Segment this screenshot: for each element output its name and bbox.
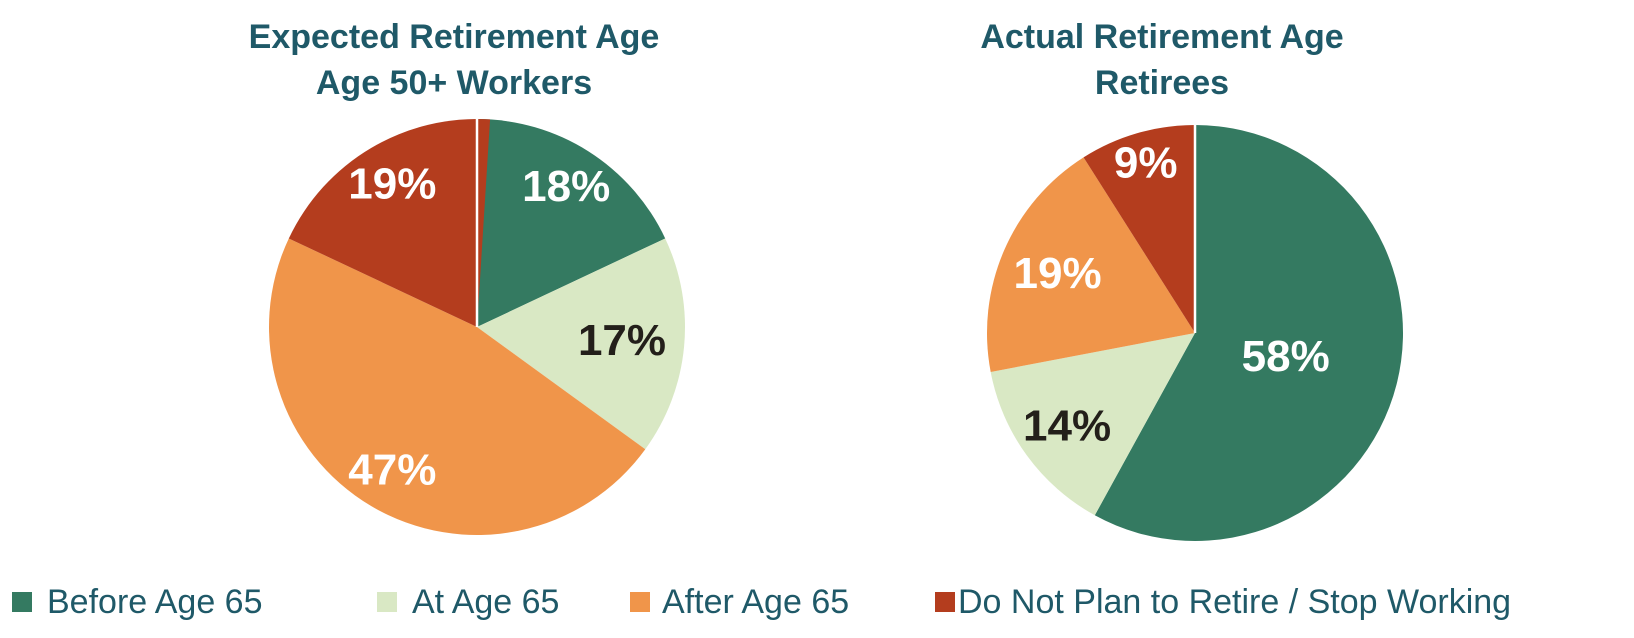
pie-data-label-after-age-65: 19% (1014, 249, 1102, 298)
legend-color-swatch (935, 592, 955, 612)
legend-item-at-age-65: At Age 65 (377, 580, 559, 624)
legend-label: Do Not Plan to Retire / Stop Working (958, 583, 1512, 621)
legend-item-do-not-plan-to-retire-stop-working: Do Not Plan to Retire / Stop Working (935, 580, 1511, 624)
pie-slice-after-age-65 (269, 238, 646, 535)
chart-title-actual: Actual Retirement Age Retirees (882, 14, 1442, 106)
pie-slice-after-age-65 (986, 157, 1195, 372)
pie-slice-at-age-65 (477, 238, 685, 450)
pie-data-label-at-age-65: 14% (1023, 401, 1111, 450)
legend-item-before-age-65: Before Age 65 (12, 580, 263, 624)
legend-label: At Age 65 (412, 583, 560, 621)
pie-slice-do-not-plan-to-retire-stop-working (1083, 125, 1195, 333)
legend-label: After Age 65 (662, 583, 850, 621)
chart-title-line1: Actual Retirement Age (980, 18, 1344, 56)
legend-color-swatch (630, 592, 650, 612)
pie-data-label-at-age-65: 17% (578, 316, 666, 365)
pie-slice-do-not-plan-to-retire-stop-working (288, 118, 491, 327)
pie-data-label-do-not-plan-to-retire-stop-working: 19% (348, 159, 436, 208)
pie-slice-before-age-65 (1094, 125, 1404, 541)
legend-label: Before Age 65 (47, 583, 263, 621)
pie-chart-actual-retirement-age: 58% 14% 19% 9% (986, 125, 1404, 541)
chart-title-line2: Age 50+ Workers (315, 64, 593, 102)
pie-data-label-do-not-plan-to-retire-stop-working: 9% (1114, 139, 1178, 188)
pie-data-label-after-age-65: 47% (348, 446, 436, 495)
chart-title-line1: Expected Retirement Age (248, 18, 660, 56)
legend-color-swatch (377, 592, 397, 612)
pie-slice-at-age-65 (990, 333, 1195, 516)
pie-data-label-before-age-65: 58% (1242, 332, 1330, 381)
legend-item-after-age-65: After Age 65 (630, 580, 849, 624)
pie-data-label-before-age-65: 18% (522, 162, 610, 211)
pie-chart-expected-retirement-age: 18% 17% 47% 19% (269, 118, 685, 535)
legend-color-swatch (12, 592, 32, 612)
chart-title-expected: Expected Retirement Age Age 50+ Workers (174, 14, 734, 106)
chart-legend: Before Age 65 At Age 65 After Age 65 Do Not… (0, 580, 1634, 626)
chart-title-line2: Retirees (1094, 64, 1230, 102)
pie-slice-before-age-65 (477, 119, 666, 327)
